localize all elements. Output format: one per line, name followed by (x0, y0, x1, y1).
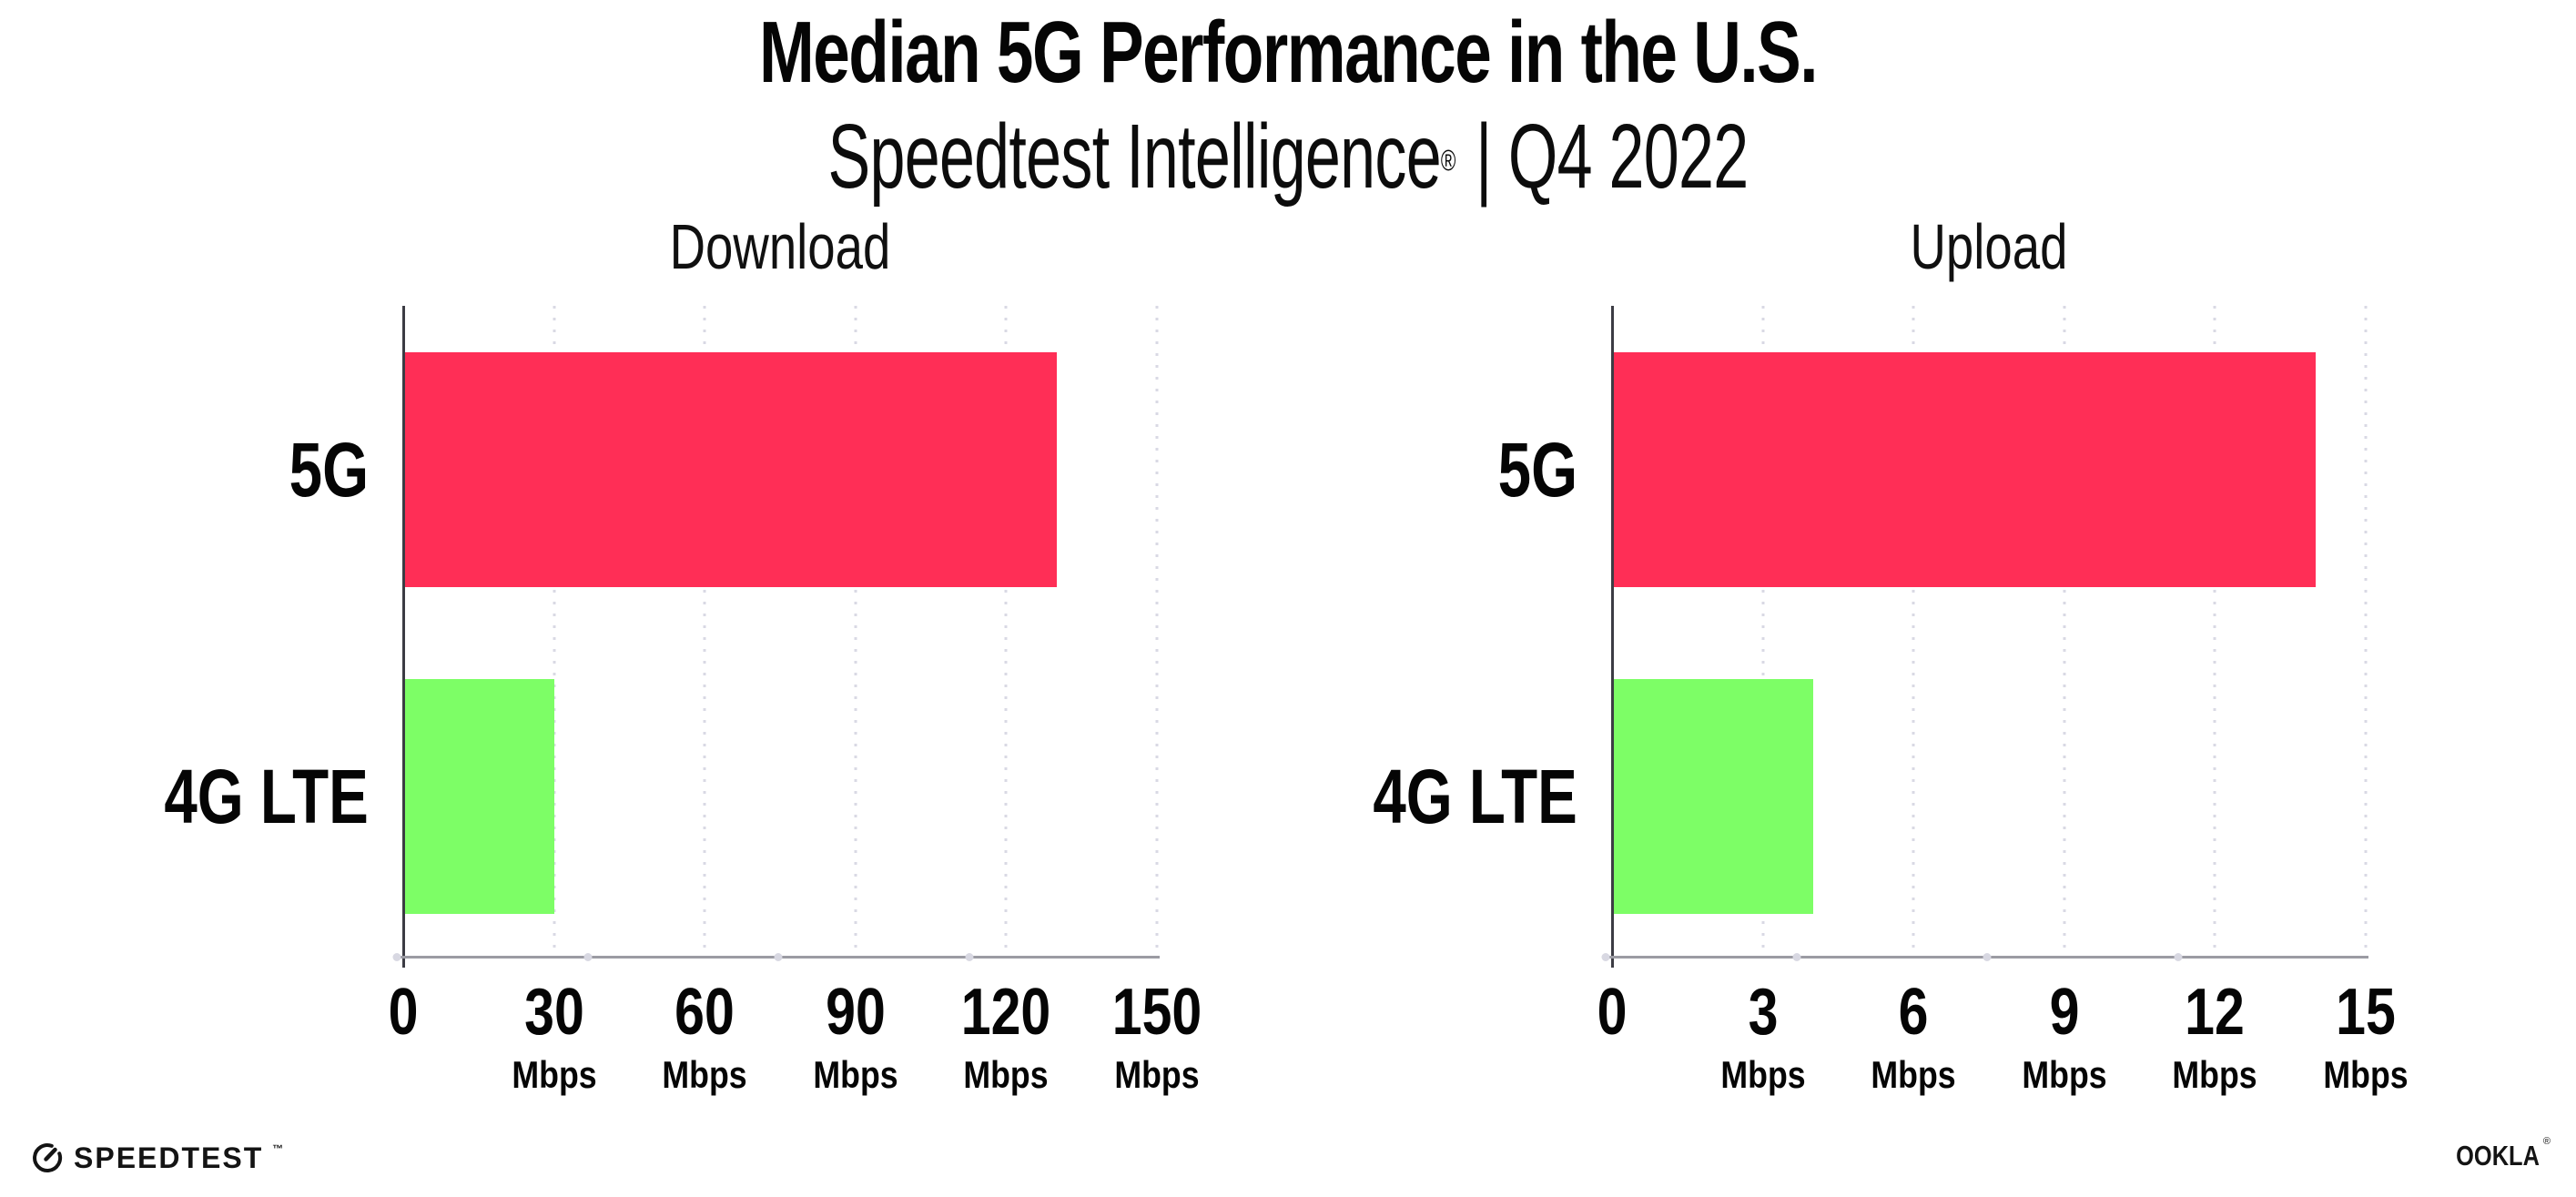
axis-dot (583, 953, 592, 961)
x-tick-value: 60 (674, 976, 735, 1049)
download-y-axis-line (402, 306, 405, 968)
x-tick-value: 15 (2336, 976, 2396, 1049)
speedtest-trademark: ™ (272, 1142, 284, 1155)
x-tick-unit: Mbps (662, 1053, 747, 1096)
ookla-logo: OOKLA ® (2438, 1136, 2551, 1172)
upload-plot-area (1612, 306, 2368, 959)
gridline-9 (2063, 306, 2066, 959)
category-label-text: 4G LTE (1373, 754, 1577, 839)
x-tick-value: 90 (825, 976, 886, 1049)
gridline-15 (2364, 306, 2368, 959)
x-tick-unit: Mbps (1871, 1053, 1956, 1096)
axis-dot (774, 953, 783, 961)
speedtest-logo: SPEEDTEST ™ (30, 1140, 283, 1176)
ookla-registered-mark: ® (2542, 1136, 2551, 1147)
gridline-3 (1761, 306, 1765, 959)
ookla-wordmark: OOKLA (2455, 1140, 2540, 1172)
upload-bar-4g-lte (1612, 679, 1813, 914)
speedtest-wordmark: SPEEDTEST (74, 1141, 264, 1174)
axis-dot (1601, 953, 1610, 961)
axis-dot (1983, 953, 1992, 961)
download-bar-5g (403, 352, 1057, 587)
x-tick-unit: Mbps (2172, 1053, 2257, 1096)
category-label-4g-lte: 4G LTE (106, 758, 369, 835)
gridline-150 (1155, 306, 1159, 959)
x-tick-unit: Mbps (511, 1053, 597, 1096)
download-bar-4g-lte (403, 679, 554, 914)
x-tick-unit: Mbps (1719, 1053, 1806, 1096)
axis-dot (392, 953, 401, 961)
category-label-5g: 5G (267, 431, 369, 508)
page-title: Median 5G Performance in the U.S. (758, 4, 1819, 101)
upload-y-axis-line (1611, 306, 1614, 968)
gridline-6 (1912, 306, 1915, 959)
upload-chart: Upload 5G 4G LTE 0 3 Mbps 6 Mbps 9 Mbps 12 Mbps 15 M… (1374, 215, 2409, 1094)
category-label-text: 4G LTE (164, 754, 369, 839)
axis-dot (965, 953, 973, 961)
x-tick-value: 120 (961, 976, 1051, 1049)
x-tick-value: 12 (2185, 976, 2246, 1049)
axis-dot (1792, 953, 1800, 961)
upload-chart-title: Upload (1910, 211, 2068, 282)
upload-bar-5g (1612, 352, 2316, 587)
gridline-12 (2213, 306, 2216, 959)
x-tick-value: 9 (2049, 976, 2080, 1049)
x-tick-value: 150 (1111, 976, 1202, 1049)
subtitle-separator: | (1476, 106, 1492, 208)
gridline-90 (854, 306, 857, 959)
upload-x-axis-line (1601, 953, 2368, 961)
speedtest-gauge-icon (33, 1143, 63, 1173)
download-x-axis-line (392, 953, 1160, 961)
download-chart-title: Download (669, 211, 891, 282)
x-tick-unit: Mbps (1114, 1053, 1200, 1096)
x-tick-value: 30 (523, 976, 584, 1049)
x-tick-unit: Mbps (813, 1053, 898, 1096)
x-tick-value: 0 (1597, 976, 1628, 1049)
download-chart: Download 5G 4G LTE 0 30 Mbps 60 Mbps 90 Mbps 120 M… (165, 215, 1202, 1094)
x-tick-unit: Mbps (2022, 1053, 2107, 1096)
download-plot-area (403, 306, 1159, 959)
category-label-text: 5G (289, 427, 369, 512)
subtitle: Speedtest Intelligence® | Q4 2022 (387, 111, 2190, 202)
x-tick-value: 6 (1898, 976, 1929, 1049)
x-tick-value: 3 (1748, 976, 1779, 1049)
x-tick-value: 0 (388, 976, 419, 1049)
subtitle-period: Q4 2022 (1507, 106, 1749, 208)
registered-mark: ® (1440, 144, 1455, 178)
axis-dot (2174, 953, 2182, 961)
x-tick-unit: Mbps (963, 1053, 1049, 1096)
gridline-60 (703, 306, 706, 959)
category-label-text: 5G (1497, 427, 1577, 512)
subtitle-brand: Speedtest Intelligence (827, 106, 1442, 208)
category-label-4g-lte: 4G LTE (1315, 758, 1577, 835)
x-tick-unit: Mbps (2323, 1053, 2409, 1096)
gridline-30 (553, 306, 556, 959)
category-label-5g: 5G (1476, 431, 1577, 508)
gridline-120 (1004, 306, 1008, 959)
